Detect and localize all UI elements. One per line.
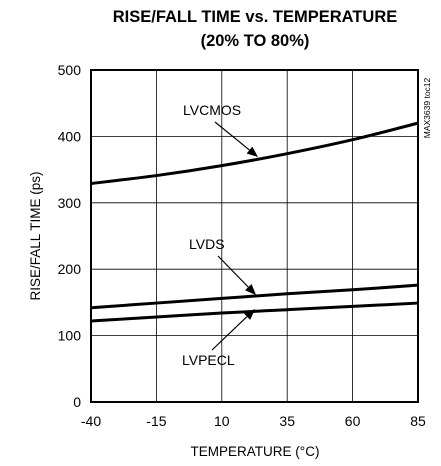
leader-line-lvpecl — [211, 316, 248, 351]
y-tick-label: 100 — [58, 328, 82, 344]
y-tick-label: 0 — [73, 394, 81, 410]
chart-subtitle: (20% TO 80%) — [201, 32, 310, 50]
grid — [91, 70, 418, 402]
series-label-lvds: LVDS — [189, 236, 225, 252]
x-tick-label: -40 — [81, 413, 101, 429]
series-line-lvpecl — [90, 301, 419, 323]
y-tick-label: 300 — [58, 195, 82, 211]
y-tick-label: 500 — [58, 62, 82, 78]
plot-frame — [90, 69, 419, 403]
series-labels: LVCMOS LVDS LVPECL — [182, 102, 258, 368]
x-tick-label: 60 — [345, 413, 361, 429]
leader-line-lvcmos — [214, 121, 250, 151]
arrowhead-lvds — [245, 283, 256, 295]
arrowhead-lvpecl — [243, 309, 255, 320]
y-tick-label: 200 — [58, 261, 82, 277]
series-group — [90, 121, 419, 323]
x-tick-label: -15 — [146, 413, 166, 429]
leader-line-lvds — [217, 255, 249, 288]
x-axis-label: TEMPERATURE (°C) — [191, 444, 320, 459]
chart-title: RISE/FALL TIME vs. TEMPERATURE — [113, 8, 398, 26]
series-label-lvpecl: LVPECL — [182, 352, 235, 368]
series-line-lvcmos — [90, 121, 419, 186]
tick-labels: -40 -15 10 35 60 85 0 100 200 300 400 500 — [58, 62, 426, 429]
x-tick-label: 10 — [214, 413, 230, 429]
x-tick-label: 35 — [279, 413, 295, 429]
x-tick-label: 85 — [410, 413, 426, 429]
y-axis-label: RISE/FALL TIME (ps) — [28, 171, 43, 300]
figure-code: MAX3639 toc12 — [422, 77, 432, 138]
series-line-lvds — [90, 283, 419, 310]
arrowhead-lvcmos — [246, 146, 258, 157]
series-label-lvcmos: LVCMOS — [183, 102, 241, 118]
y-tick-label: 400 — [58, 128, 82, 144]
